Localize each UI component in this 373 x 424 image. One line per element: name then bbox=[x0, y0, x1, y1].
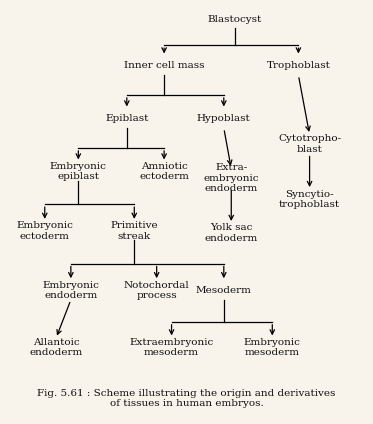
Text: Embryonic
mesoderm: Embryonic mesoderm bbox=[244, 338, 301, 357]
Text: Trophoblast: Trophoblast bbox=[266, 61, 330, 70]
Text: Embryonic
ectoderm: Embryonic ectoderm bbox=[16, 221, 73, 241]
Text: Inner cell mass: Inner cell mass bbox=[124, 61, 204, 70]
Text: Primitive
streak: Primitive streak bbox=[110, 221, 158, 241]
Text: Extra-
embryonic
endoderm: Extra- embryonic endoderm bbox=[204, 163, 259, 193]
Text: Notochordal
process: Notochordal process bbox=[124, 281, 189, 300]
Text: Hypoblast: Hypoblast bbox=[197, 114, 251, 123]
Text: Amniotic
ectoderm: Amniotic ectoderm bbox=[139, 162, 189, 181]
Text: Mesoderm: Mesoderm bbox=[196, 286, 252, 295]
Text: Cytotropho-
blast: Cytotropho- blast bbox=[278, 134, 341, 154]
Text: Blastocyst: Blastocyst bbox=[208, 14, 262, 24]
Text: Epiblast: Epiblast bbox=[105, 114, 148, 123]
Text: Embryonic
epiblast: Embryonic epiblast bbox=[50, 162, 107, 181]
Text: Fig. 5.61 : Scheme illustrating the origin and derivatives
of tissues in human e: Fig. 5.61 : Scheme illustrating the orig… bbox=[37, 389, 336, 408]
Text: Syncytio-
trophoblast: Syncytio- trophoblast bbox=[279, 190, 340, 209]
Text: Allantoic
endoderm: Allantoic endoderm bbox=[29, 338, 82, 357]
Text: Extraembryonic
mesoderm: Extraembryonic mesoderm bbox=[129, 338, 214, 357]
Text: Yolk sac
endoderm: Yolk sac endoderm bbox=[205, 223, 258, 243]
Text: Embryonic
endoderm: Embryonic endoderm bbox=[43, 281, 99, 300]
